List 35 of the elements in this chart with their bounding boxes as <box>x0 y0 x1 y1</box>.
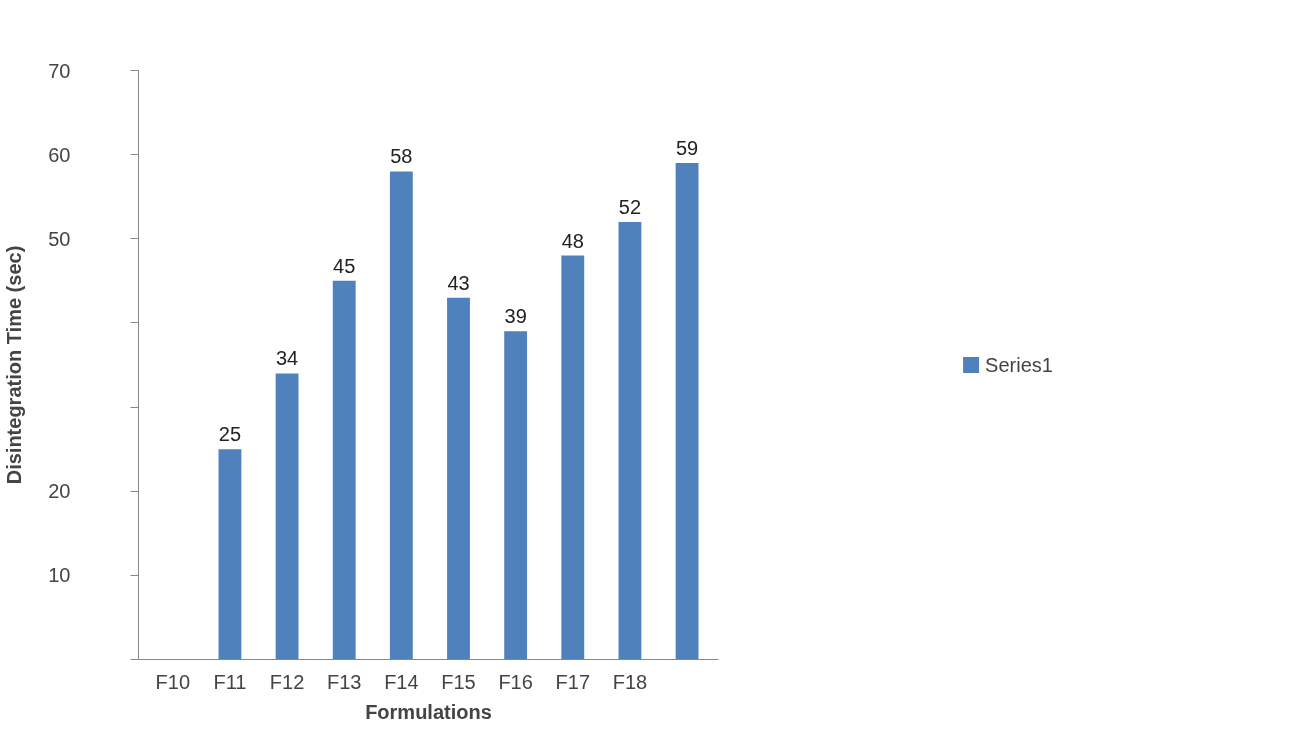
x-axis-title: Formulations <box>365 700 492 723</box>
data-label: 34 <box>275 347 299 370</box>
x-tick-label: F14 <box>384 670 419 693</box>
x-tick-label: F18 <box>612 670 648 693</box>
data-label: 45 <box>333 254 356 277</box>
data-label: 43 <box>447 271 470 294</box>
x-tick-label: F11 <box>213 670 247 693</box>
data-label: 58 <box>390 145 413 168</box>
bar <box>561 255 585 660</box>
bar <box>447 297 470 660</box>
data-label: 39 <box>504 305 527 328</box>
y-tick-label: 70 <box>48 59 71 82</box>
bar <box>218 449 242 660</box>
x-tick-label: F12 <box>269 670 305 693</box>
y-tick-label: 50 <box>48 227 71 250</box>
bar <box>389 171 413 660</box>
x-tick-label: F16 <box>498 670 533 693</box>
y-tick-label: 60 <box>48 143 71 166</box>
bar <box>504 331 528 660</box>
bar <box>275 373 299 660</box>
x-tick-label: F15 <box>441 670 476 693</box>
bar <box>618 221 642 660</box>
data-label: 48 <box>561 229 584 252</box>
data-label: 59 <box>675 137 699 160</box>
x-tick-label: F17 <box>555 670 591 693</box>
y-tick-label: 10 <box>48 564 71 587</box>
bar <box>332 280 356 660</box>
legend-label: Series1 <box>985 353 1053 376</box>
y-tick-label: 20 <box>48 480 71 503</box>
bar <box>675 163 699 660</box>
data-label: 52 <box>618 195 642 218</box>
x-tick-label: F10 <box>155 670 191 693</box>
data-label: 25 <box>218 423 242 446</box>
x-tick-label: F13 <box>326 670 362 693</box>
y-axis-title: Disintegration Time (sec) <box>3 245 26 485</box>
